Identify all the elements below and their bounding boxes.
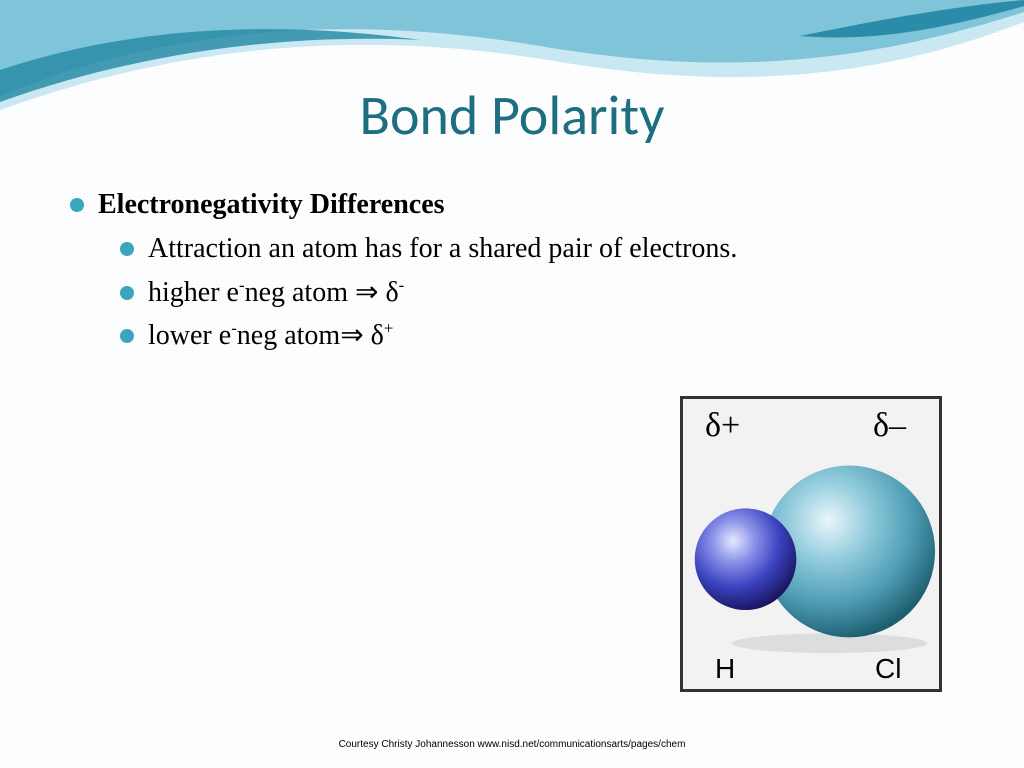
bullet-sub-3: lower e-neg atom⇒ δ+: [120, 317, 964, 355]
bullet-icon: [120, 242, 134, 256]
bullet-icon: [120, 286, 134, 300]
superscript: -: [399, 275, 405, 294]
text-seg: neg atom ⇒ δ: [245, 277, 399, 308]
bullet-text: Attraction an atom has for a shared pair…: [148, 230, 737, 268]
hydrogen-sphere: [695, 508, 797, 610]
bullet-icon: [70, 198, 84, 212]
bullet-text: Electronegativity Differences: [98, 186, 445, 224]
bullet-sub-1: Attraction an atom has for a shared pair…: [120, 230, 964, 268]
bullet-sub-2: higher e-neg atom ⇒ δ-: [120, 274, 964, 312]
delta-minus-label: δ–: [873, 407, 906, 445]
cl-atom-label: Cl: [875, 653, 901, 685]
text-seg: neg atom⇒ δ: [237, 320, 384, 351]
slide-title: Bond Polarity: [0, 82, 1024, 150]
text-seg: higher e: [148, 277, 239, 308]
h-atom-label: H: [715, 653, 735, 685]
bullet-text: lower e-neg atom⇒ δ+: [148, 317, 393, 355]
content-area: Electronegativity Differences Attraction…: [70, 180, 964, 361]
bullet-icon: [120, 329, 134, 343]
text-seg: lower e: [148, 320, 231, 351]
delta-plus-label: δ+: [705, 407, 740, 445]
bullet-text: higher e-neg atom ⇒ δ-: [148, 274, 404, 312]
attribution-text: Courtesy Christy Johannesson www.nisd.ne…: [0, 739, 1024, 750]
superscript: +: [384, 319, 393, 338]
bullet-heading: Electronegativity Differences: [70, 186, 964, 224]
molecule-diagram: δ+ δ– H Cl: [680, 396, 942, 692]
